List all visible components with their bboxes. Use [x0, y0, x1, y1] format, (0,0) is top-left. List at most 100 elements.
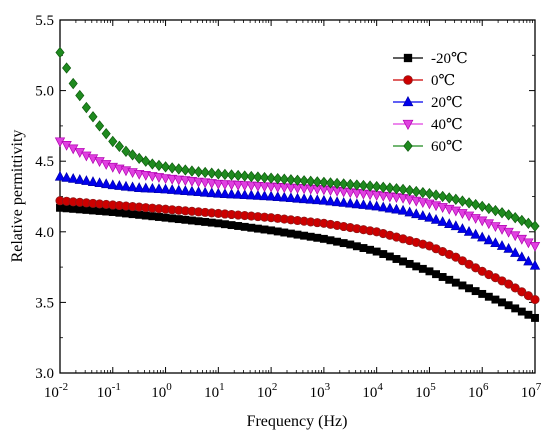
data-point: [313, 233, 322, 242]
data-point: [300, 231, 309, 240]
data-point: [100, 160, 112, 170]
data-point: [431, 189, 441, 201]
data-point: [292, 192, 303, 203]
data-point: [148, 212, 157, 221]
data-point: [213, 187, 224, 198]
data-point: [213, 168, 223, 180]
data-point: [293, 230, 302, 239]
data-point: [246, 189, 257, 200]
data-point: [483, 219, 495, 230]
data-point: [517, 287, 527, 297]
data-point: [530, 295, 540, 305]
data-point: [220, 168, 230, 181]
y-tick-label: 3.5: [35, 295, 54, 311]
data-point: [438, 273, 447, 281]
data-point: [484, 202, 494, 215]
data-point: [524, 310, 533, 319]
data-point: [55, 46, 65, 59]
data-point: [94, 177, 105, 188]
data-point: [510, 212, 520, 224]
data-point: [378, 201, 389, 212]
data-point: [62, 62, 72, 74]
data-point: [523, 291, 533, 301]
data-point: [471, 198, 481, 211]
data-point: [114, 180, 125, 190]
data-point: [385, 182, 395, 194]
series-2: [55, 196, 540, 305]
data-point: [240, 170, 250, 182]
data-point: [186, 185, 198, 196]
data-point: [530, 220, 540, 232]
data-point: [260, 225, 269, 234]
data-point: [445, 275, 454, 284]
data-point: [457, 223, 468, 233]
data-point: [120, 180, 132, 191]
data-point: [265, 190, 277, 201]
data-point: [405, 259, 414, 268]
data-point: [219, 180, 231, 190]
y-axis-label: Relative permittivity: [9, 130, 26, 263]
data-point: [147, 158, 157, 170]
data-point: [193, 177, 204, 188]
data-point: [418, 264, 427, 273]
data-point: [333, 237, 342, 246]
data-point: [517, 214, 527, 227]
series-1: [56, 203, 539, 322]
x-tick-label: 107: [521, 381, 542, 401]
data-point: [372, 180, 382, 193]
data-point: [127, 181, 138, 192]
data-point: [128, 210, 137, 219]
data-point: [358, 179, 369, 192]
data-point: [319, 234, 328, 243]
legend-marker: [402, 119, 414, 131]
data-point: [273, 173, 283, 185]
data-point: [227, 221, 236, 230]
data-point: [214, 219, 223, 228]
data-point: [252, 189, 264, 200]
data-point: [305, 193, 316, 204]
data-point: [529, 241, 541, 252]
data-point: [490, 237, 501, 248]
data-point: [319, 176, 329, 189]
data-point: [298, 193, 310, 204]
data-point: [504, 301, 513, 310]
data-point: [364, 199, 376, 210]
data-point: [358, 199, 369, 209]
data-point: [267, 226, 276, 235]
data-point: [478, 289, 487, 298]
series-3: [54, 170, 541, 270]
data-point: [352, 179, 362, 191]
data-point: [345, 197, 356, 208]
data-point: [135, 210, 144, 219]
data-point: [470, 228, 481, 239]
data-point: [510, 247, 521, 257]
data-point: [206, 187, 217, 198]
data-point: [424, 188, 434, 200]
data-point: [219, 188, 231, 198]
data-point: [338, 197, 349, 207]
x-tick-label: 105: [415, 381, 436, 401]
data-point: [366, 245, 375, 254]
data-point: [101, 128, 111, 140]
data-point: [325, 177, 336, 189]
data-point: [54, 170, 66, 181]
data-point: [384, 202, 396, 213]
legend-label: 0℃: [431, 73, 455, 89]
data-point: [213, 179, 224, 190]
x-axis-label: Frequency (Hz): [247, 413, 348, 430]
data-point: [444, 192, 454, 204]
series-layer: [54, 46, 541, 322]
data-point: [155, 213, 163, 221]
data-point: [359, 244, 368, 252]
legend-marker: [403, 53, 413, 63]
data-point: [511, 304, 520, 313]
data-point: [173, 175, 184, 186]
data-point: [68, 77, 78, 90]
data-point: [193, 186, 204, 197]
data-point: [167, 162, 177, 174]
data-point: [531, 313, 539, 322]
data-point: [463, 225, 475, 236]
x-tick-label: 102: [257, 381, 278, 401]
data-point: [128, 149, 138, 161]
data-point: [352, 242, 361, 251]
